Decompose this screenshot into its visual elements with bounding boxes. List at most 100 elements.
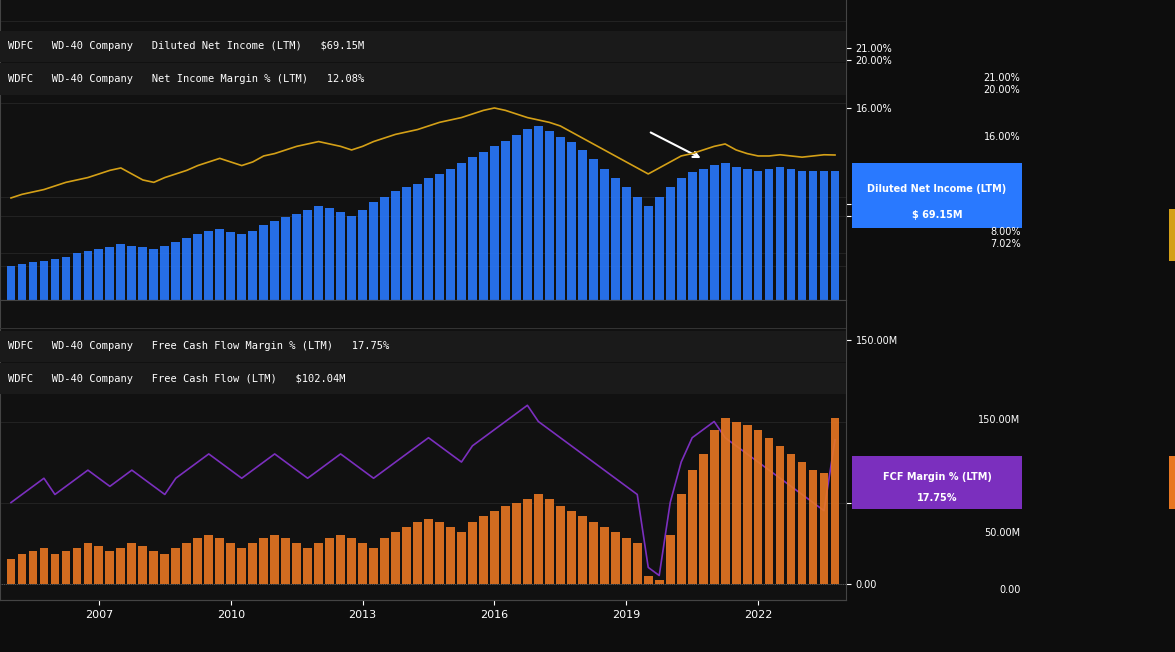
Bar bbox=[347, 539, 356, 584]
Bar bbox=[336, 212, 345, 300]
Bar bbox=[424, 178, 432, 300]
Bar bbox=[28, 551, 38, 584]
Bar bbox=[545, 131, 553, 300]
Bar bbox=[589, 522, 598, 584]
Bar bbox=[545, 499, 553, 584]
Bar bbox=[83, 251, 93, 300]
Bar bbox=[490, 511, 499, 584]
Bar bbox=[457, 163, 465, 300]
Bar bbox=[215, 539, 224, 584]
Bar bbox=[424, 519, 432, 584]
Bar bbox=[116, 548, 126, 584]
Bar bbox=[227, 232, 235, 300]
Bar bbox=[666, 188, 674, 300]
Bar bbox=[677, 494, 685, 584]
Bar bbox=[73, 548, 81, 584]
Bar bbox=[106, 247, 114, 300]
Bar bbox=[808, 171, 818, 300]
Bar bbox=[7, 559, 15, 584]
Bar bbox=[479, 152, 488, 300]
Bar bbox=[831, 419, 839, 584]
Bar bbox=[523, 129, 532, 300]
Bar bbox=[325, 539, 334, 584]
Bar bbox=[677, 178, 685, 300]
Bar bbox=[325, 208, 334, 300]
Text: $ 69.15M: $ 69.15M bbox=[912, 210, 962, 220]
Bar bbox=[40, 261, 48, 300]
Bar bbox=[61, 551, 70, 584]
Bar bbox=[622, 188, 631, 300]
Bar bbox=[633, 197, 642, 300]
Bar bbox=[446, 527, 455, 584]
Bar bbox=[457, 532, 465, 584]
Bar bbox=[94, 546, 103, 584]
Bar bbox=[293, 214, 301, 300]
Bar bbox=[435, 522, 444, 584]
Bar bbox=[523, 499, 532, 584]
Bar bbox=[501, 141, 510, 300]
Bar bbox=[51, 554, 59, 584]
Bar bbox=[391, 191, 400, 300]
Bar bbox=[182, 543, 192, 584]
Bar bbox=[820, 171, 828, 300]
Bar bbox=[28, 262, 38, 300]
Bar bbox=[699, 454, 707, 584]
Bar bbox=[161, 554, 169, 584]
Bar bbox=[468, 522, 477, 584]
Text: FCF (LTM): FCF (LTM) bbox=[1077, 472, 1132, 482]
Bar bbox=[414, 522, 422, 584]
Text: WDFC   WD-40 Company   Diluted Net Income (LTM)   $69.15M: WDFC WD-40 Company Diluted Net Income (L… bbox=[8, 41, 364, 52]
Bar bbox=[765, 169, 773, 300]
Bar bbox=[578, 516, 586, 584]
Bar bbox=[654, 580, 664, 584]
Bar bbox=[237, 234, 246, 300]
Bar bbox=[18, 554, 26, 584]
Bar bbox=[414, 184, 422, 300]
Bar bbox=[566, 511, 576, 584]
Bar bbox=[644, 576, 652, 584]
Bar bbox=[787, 169, 795, 300]
Bar bbox=[600, 169, 609, 300]
Bar bbox=[270, 221, 280, 300]
Bar bbox=[314, 543, 323, 584]
Bar bbox=[281, 539, 290, 584]
Bar bbox=[194, 234, 202, 300]
Bar bbox=[720, 163, 730, 300]
Bar bbox=[611, 178, 619, 300]
Bar bbox=[139, 247, 147, 300]
Bar bbox=[83, 543, 93, 584]
Bar bbox=[435, 174, 444, 300]
Bar bbox=[622, 539, 631, 584]
Bar bbox=[182, 238, 192, 300]
Bar bbox=[808, 470, 818, 584]
Bar bbox=[358, 210, 367, 300]
Bar bbox=[314, 206, 323, 300]
Bar bbox=[644, 206, 652, 300]
Bar bbox=[589, 159, 598, 300]
Bar bbox=[512, 135, 521, 300]
Bar bbox=[720, 419, 730, 584]
Text: WDFC   WD-40 Company   Free Cash Flow Margin % (LTM)   17.75%: WDFC WD-40 Company Free Cash Flow Margin… bbox=[8, 341, 390, 351]
Text: WDFC   WD-40 Company   Net Income Margin % (LTM)   12.08%: WDFC WD-40 Company Net Income Margin % (… bbox=[8, 74, 364, 84]
Bar bbox=[776, 167, 785, 300]
Bar bbox=[127, 246, 136, 300]
Bar bbox=[743, 424, 752, 584]
Bar bbox=[556, 506, 565, 584]
Bar bbox=[381, 539, 389, 584]
Bar bbox=[51, 259, 59, 300]
Bar bbox=[172, 242, 180, 300]
Bar bbox=[556, 137, 565, 300]
Bar bbox=[743, 169, 752, 300]
Bar bbox=[194, 539, 202, 584]
Bar bbox=[578, 150, 586, 300]
Bar bbox=[753, 430, 763, 584]
Bar bbox=[699, 169, 707, 300]
Bar bbox=[270, 535, 280, 584]
Bar bbox=[18, 264, 26, 300]
Text: 17.75%: 17.75% bbox=[916, 493, 958, 503]
Bar bbox=[787, 454, 795, 584]
Text: WDFC   WD-40 Company   Free Cash Flow (LTM)   $102.04M: WDFC WD-40 Company Free Cash Flow (LTM) … bbox=[8, 374, 345, 384]
Bar bbox=[831, 171, 839, 300]
Bar bbox=[73, 253, 81, 300]
Bar bbox=[358, 543, 367, 584]
